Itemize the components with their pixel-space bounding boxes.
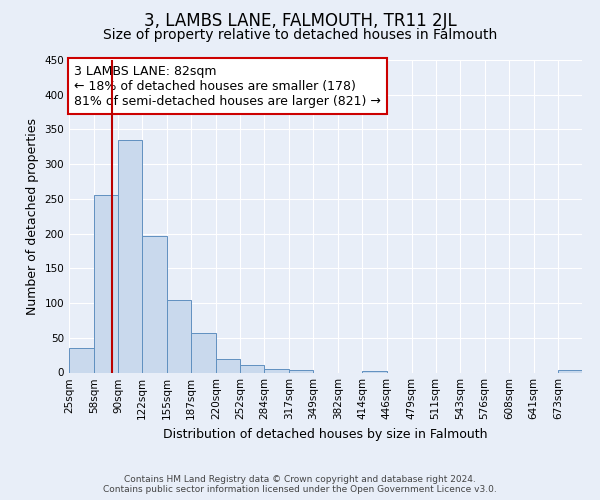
Bar: [142, 236, 167, 372]
Bar: [289, 370, 313, 372]
Text: Size of property relative to detached houses in Falmouth: Size of property relative to detached ho…: [103, 28, 497, 42]
Bar: [240, 365, 265, 372]
Bar: [558, 370, 582, 372]
Bar: [167, 300, 191, 372]
Bar: [94, 196, 118, 372]
Bar: [362, 371, 386, 372]
Bar: [69, 348, 94, 372]
Bar: [265, 369, 289, 372]
Y-axis label: Number of detached properties: Number of detached properties: [26, 118, 39, 315]
X-axis label: Distribution of detached houses by size in Falmouth: Distribution of detached houses by size …: [163, 428, 488, 441]
Bar: [191, 333, 216, 372]
Text: Contains HM Land Registry data © Crown copyright and database right 2024.
Contai: Contains HM Land Registry data © Crown c…: [103, 474, 497, 494]
Text: 3 LAMBS LANE: 82sqm
← 18% of detached houses are smaller (178)
81% of semi-detac: 3 LAMBS LANE: 82sqm ← 18% of detached ho…: [74, 64, 381, 108]
Bar: [118, 140, 142, 372]
Text: 3, LAMBS LANE, FALMOUTH, TR11 2JL: 3, LAMBS LANE, FALMOUTH, TR11 2JL: [143, 12, 457, 30]
Bar: [216, 358, 240, 372]
